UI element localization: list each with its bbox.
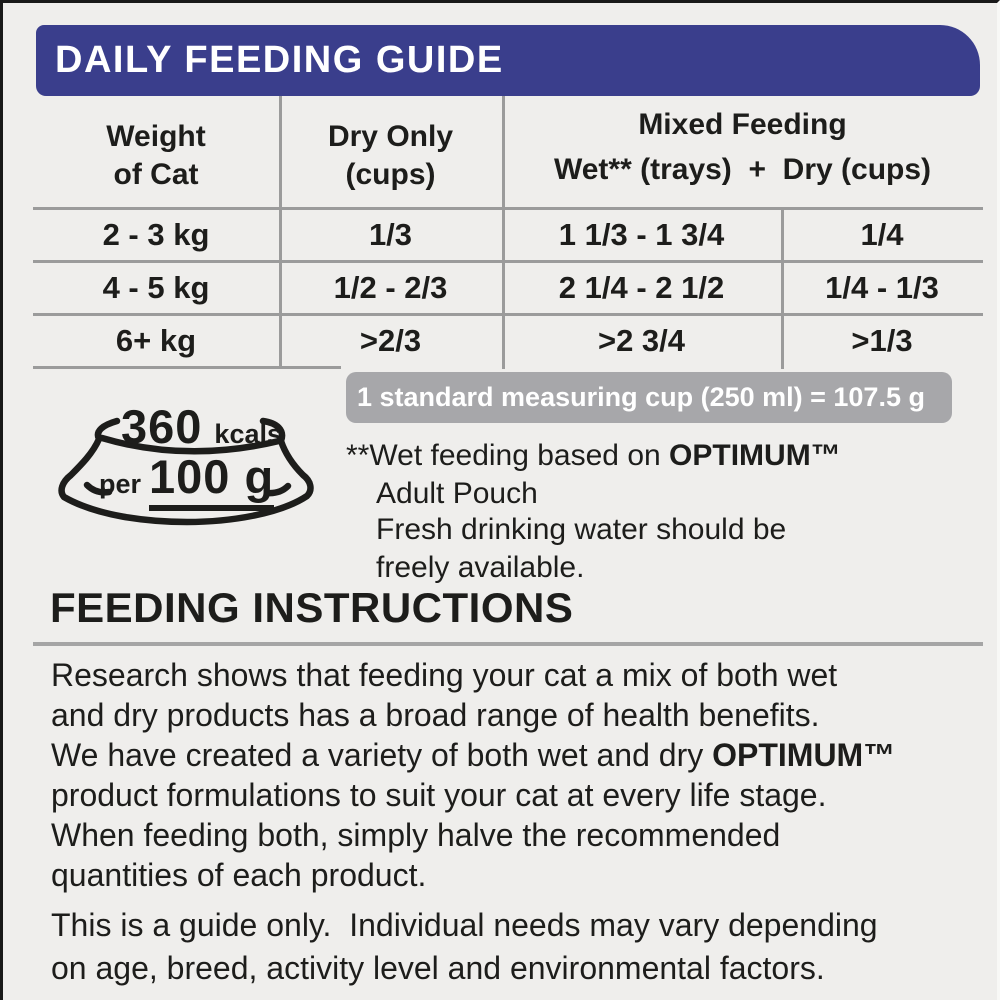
cell-mixed-dry-row1: 1/4 bbox=[860, 217, 904, 252]
paragraph-research: Research shows that feeding your cat a m… bbox=[51, 655, 895, 895]
paragraph-research-part1: Research shows that feeding your cat a m… bbox=[51, 657, 838, 773]
footnote-stars: ** bbox=[346, 439, 370, 472]
daily-feeding-guide-banner: DAILY FEEDING GUIDE bbox=[36, 25, 980, 96]
table-divider-col2 bbox=[502, 96, 505, 369]
table-line-under-header bbox=[33, 207, 983, 210]
col-header-mixed-feeding: Mixed Feeding bbox=[638, 108, 847, 141]
cell-weight-row1: 2 - 3 kg bbox=[102, 217, 210, 252]
table-line-under-row1 bbox=[33, 260, 983, 263]
cell-weight-row2: 4 - 5 kg bbox=[102, 270, 210, 305]
table-divider-col1 bbox=[279, 96, 282, 369]
brand-name: OPTIMUM™ bbox=[669, 439, 841, 472]
footnote-wet-text: Wet feeding based on bbox=[369, 439, 670, 472]
brand-name-inline: OPTIMUM™ bbox=[712, 737, 896, 773]
bowl-outline-icon bbox=[58, 417, 314, 526]
footnote-fresh-water: Fresh drinking water should be freely av… bbox=[376, 513, 787, 584]
footnote-wet-feeding: **Wet feeding based on OPTIMUM™ Adult Po… bbox=[346, 437, 841, 513]
cell-mixed-wet-row1: 1 1/3 - 1 3/4 bbox=[558, 217, 725, 252]
page-title: DAILY FEEDING GUIDE bbox=[55, 39, 504, 81]
paragraph-research-part2: product formulations to suit your cat at… bbox=[51, 777, 827, 893]
footnote-wet-line2: Adult Pouch bbox=[376, 477, 538, 510]
cell-dry-only-row3: >2/3 bbox=[359, 323, 422, 358]
per-label: per bbox=[99, 469, 142, 499]
cup-note-badge: 1 standard measuring cup (250 ml) = 107.… bbox=[346, 372, 952, 423]
cell-dry-only-row2: 1/2 - 2/3 bbox=[333, 270, 448, 305]
col-header-dry-only: Dry Only (cups) bbox=[327, 119, 454, 191]
col-subheader-wet-dry: Wet** (trays) + Dry (cups) bbox=[553, 153, 932, 186]
kcal-bowl-icon: 360 kcals per 100 g bbox=[55, 399, 320, 529]
paragraph-guide-disclaimer: This is a guide only. Individual needs m… bbox=[51, 907, 878, 986]
cell-mixed-wet-row3: >2 3/4 bbox=[597, 323, 686, 358]
cell-mixed-wet-row2: 2 1/4 - 2 1/2 bbox=[558, 270, 725, 305]
kcal-line: 360 kcals bbox=[121, 399, 282, 454]
per-100g-line: per 100 g bbox=[99, 449, 275, 511]
amount-label: 100 g bbox=[149, 449, 275, 511]
cell-mixed-dry-row3: >1/3 bbox=[851, 323, 913, 358]
feeding-instructions-heading: FEEDING INSTRUCTIONS bbox=[50, 584, 574, 631]
table-line-bottom bbox=[33, 366, 341, 369]
kcal-value: 360 bbox=[121, 400, 203, 453]
col-header-weight: Weight of Cat bbox=[106, 119, 206, 191]
cup-note-text: 1 standard measuring cup (250 ml) = 107.… bbox=[357, 382, 925, 412]
kcal-unit: kcals bbox=[214, 419, 282, 449]
section-divider bbox=[33, 642, 983, 646]
cell-mixed-dry-row2: 1/4 - 1/3 bbox=[825, 270, 939, 305]
cell-dry-only-row1: 1/3 bbox=[368, 217, 413, 252]
table-divider-mixed-sub bbox=[781, 207, 784, 369]
table-line-under-row2 bbox=[33, 313, 983, 316]
cell-weight-row3: 6+ kg bbox=[115, 323, 197, 358]
